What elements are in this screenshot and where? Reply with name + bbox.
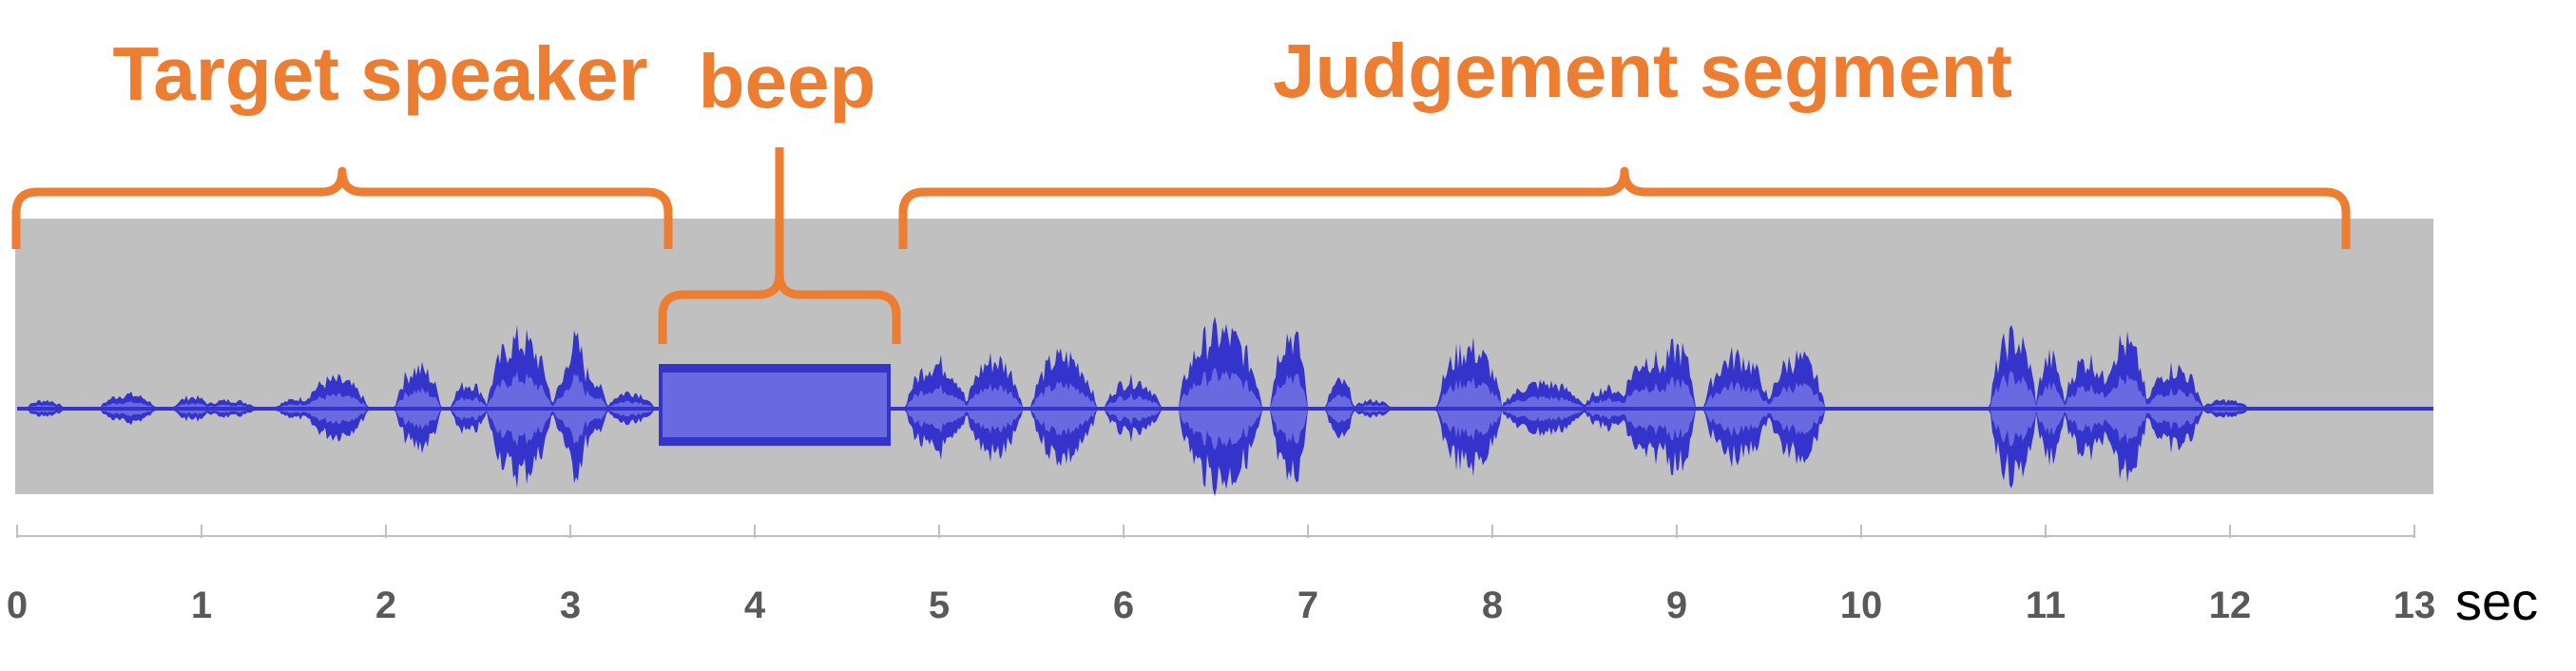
axis-tick-label: 8 [1482, 585, 1503, 626]
segment-label-target-speaker: Target speaker [112, 31, 647, 116]
axis-tick-label: 1 [191, 585, 212, 626]
axis-tick-label: 6 [1113, 585, 1134, 626]
axis-tick-label: 0 [7, 585, 28, 626]
segment-label-beep: beep [699, 39, 876, 124]
axis-unit-label: sec [2455, 571, 2538, 631]
beep-block-core [663, 373, 887, 437]
axis-tick-label: 13 [2393, 585, 2436, 626]
axis-tick-label: 5 [929, 585, 950, 626]
axis-tick-label: 11 [2026, 585, 2066, 626]
axis-tick-label: 7 [1298, 585, 1318, 626]
brace-target-speaker [11, 166, 673, 249]
axis-tick-label: 4 [744, 585, 766, 626]
segment-label-judgement: Judgement segment [1273, 29, 2012, 113]
axis-tick-label: 10 [1840, 585, 1883, 626]
axis-tick-label: 3 [560, 585, 581, 626]
waveform [17, 316, 2433, 497]
brace-judgement-segment [898, 166, 2351, 249]
time-axis: 0 1 2 3 4 5 6 7 8 9 10 11 12 13 [7, 525, 2435, 626]
axis-tick-label: 12 [2209, 585, 2252, 626]
axis-tick-label: 2 [375, 585, 396, 626]
axis-tick-label: 9 [1666, 585, 1687, 626]
segment-braces [11, 147, 2351, 344]
